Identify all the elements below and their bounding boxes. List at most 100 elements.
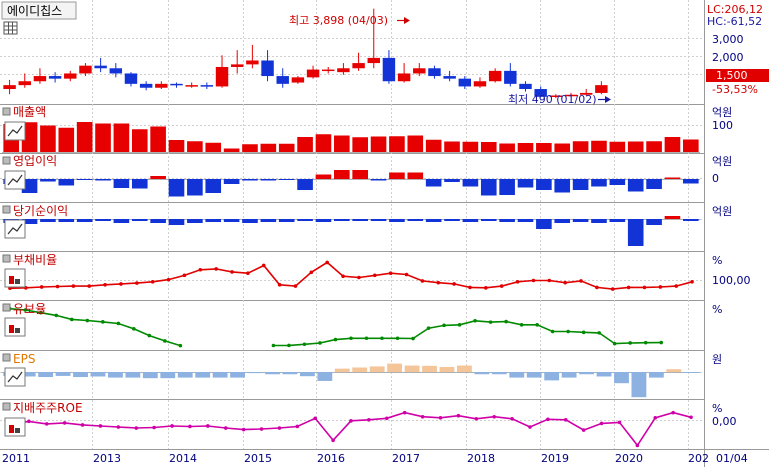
bar: [444, 179, 460, 182]
bar: [187, 179, 203, 196]
lc-label: LC:206,12: [707, 3, 763, 16]
bar: [260, 219, 277, 222]
x-tick-label: 2014: [169, 452, 197, 465]
candle-body: [397, 73, 411, 82]
high-annotation: 최고 3,898 (04/03): [289, 14, 388, 27]
panel-handle-icon: [2, 303, 11, 312]
reserve-ratio-line-point: [163, 339, 167, 343]
reserve-ratio-line-point: [271, 343, 276, 348]
bar: [205, 179, 222, 193]
roe-line-point: [331, 438, 335, 443]
low-annotation: 최저 490 (01/02): [508, 93, 597, 106]
debt-ratio-line-point: [610, 287, 615, 291]
roe-line-point: [563, 418, 568, 422]
debt-ratio-line-point: [87, 284, 92, 288]
panel-title-debt-ratio[interactable]: 부채비율: [2, 253, 57, 288]
roe-line-point: [241, 427, 246, 432]
bar: [683, 219, 699, 221]
bar: [90, 372, 106, 377]
roe-line-point: [671, 410, 675, 415]
candle-body: [443, 76, 456, 79]
debt-ratio-unit: %: [712, 254, 722, 267]
x-tick-label: 2016: [317, 452, 345, 465]
bar: [462, 219, 479, 222]
panel-title-eps[interactable]: EPS: [2, 352, 35, 387]
bar: [299, 372, 315, 377]
bar: [422, 365, 437, 372]
panel-title-roe[interactable]: 지배주주ROE: [2, 401, 83, 437]
panel-title-net-income[interactable]: 당기순이익: [2, 204, 68, 239]
bar: [579, 372, 594, 375]
candle-body: [246, 60, 259, 65]
candle-body: [382, 57, 396, 82]
line-chart-icon: [4, 219, 26, 239]
bar: [370, 179, 387, 181]
bar: [517, 179, 534, 188]
bar: [646, 179, 662, 189]
candle-body: [504, 70, 517, 84]
debt-ratio-line-point: [595, 285, 599, 290]
company-name-box[interactable]: [1, 1, 77, 20]
panel-handle-icon: [2, 205, 11, 214]
debt-ratio-line-point: [230, 270, 234, 274]
roe-line-point: [367, 418, 371, 422]
bar: [315, 174, 332, 179]
debt-ratio-line-point: [341, 274, 345, 279]
roe-line-point: [80, 423, 85, 427]
reserve-ratio-line-point: [411, 336, 415, 341]
reserve-ratio-line-point: [566, 329, 570, 334]
panel-handle-icon: [2, 402, 11, 411]
roe-line-point: [635, 443, 640, 448]
reserve-ratio-line-point: [628, 341, 632, 345]
candle-body: [94, 65, 107, 69]
bar: [648, 372, 664, 378]
bar: [40, 125, 56, 152]
debt-ratio-line-point: [261, 263, 266, 268]
roe-line-point: [492, 414, 496, 419]
price-tick-3000: 3,000: [712, 33, 744, 46]
debt-ratio-line-point: [39, 285, 44, 289]
reserve-ratio-line-point: [101, 320, 105, 324]
bar: [609, 219, 626, 222]
bar: [480, 142, 497, 152]
bar: [609, 141, 626, 152]
panel-label: 당기순이익: [13, 204, 68, 218]
bar: [591, 219, 607, 223]
bar: [315, 219, 332, 222]
roe-line-point: [384, 416, 389, 421]
candle-body: [413, 68, 426, 74]
roe-line-point: [510, 416, 514, 421]
debt-ratio-line-point: [246, 271, 250, 276]
bar: [76, 122, 93, 152]
reserve-ratio-line-point: [535, 323, 539, 327]
panel-title-operating-income[interactable]: 영업이익: [2, 154, 57, 190]
table-icon[interactable]: [3, 21, 18, 35]
debt-ratio-line-point: [658, 285, 663, 289]
debt-ratio-line-point: [309, 270, 314, 275]
panel-title-sales[interactable]: 매출액: [2, 105, 46, 141]
bar: [168, 179, 185, 197]
roe-line-point: [44, 422, 49, 426]
bar: [404, 365, 420, 372]
roe-line-point: [581, 428, 586, 432]
debt-ratio-line-point: [119, 282, 123, 286]
eps-unit: 원: [712, 353, 722, 366]
company-name: 에이디칩스: [7, 4, 62, 18]
bar: [352, 137, 368, 152]
bar: [596, 372, 612, 377]
debt-ratio-line-point: [357, 275, 361, 280]
roe-line-point: [223, 426, 228, 430]
x-axis: 2011 2013 2014 2015 2016 2017 2018 2019 …: [2, 452, 748, 465]
bar: [160, 372, 176, 379]
debt-ratio-line-point: [420, 279, 425, 283]
reserve-ratio-line-point: [23, 308, 28, 312]
bar: [389, 136, 405, 152]
bar: [297, 137, 313, 152]
bar: [614, 372, 629, 384]
panel-title-reserve-ratio[interactable]: 유보율: [2, 302, 46, 337]
bar-chart-icon: [4, 417, 26, 437]
bar: [242, 219, 258, 223]
bar: [462, 141, 479, 152]
bar: [407, 135, 424, 152]
